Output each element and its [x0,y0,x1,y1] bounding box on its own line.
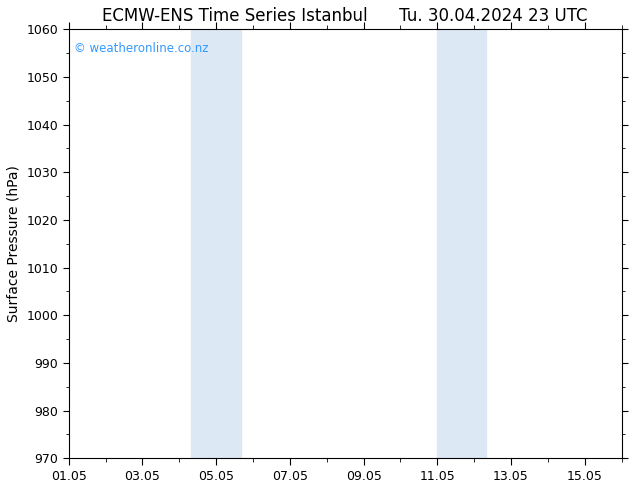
Y-axis label: Surface Pressure (hPa): Surface Pressure (hPa) [7,165,21,322]
Text: © weatheronline.co.nz: © weatheronline.co.nz [74,42,209,55]
Bar [462,29,486,458]
Bar [191,29,216,458]
Bar [216,29,241,458]
Bar [437,29,462,458]
Title: ECMW-ENS Time Series Istanbul      Tu. 30.04.2024 23 UTC: ECMW-ENS Time Series Istanbul Tu. 30.04.… [103,7,588,25]
